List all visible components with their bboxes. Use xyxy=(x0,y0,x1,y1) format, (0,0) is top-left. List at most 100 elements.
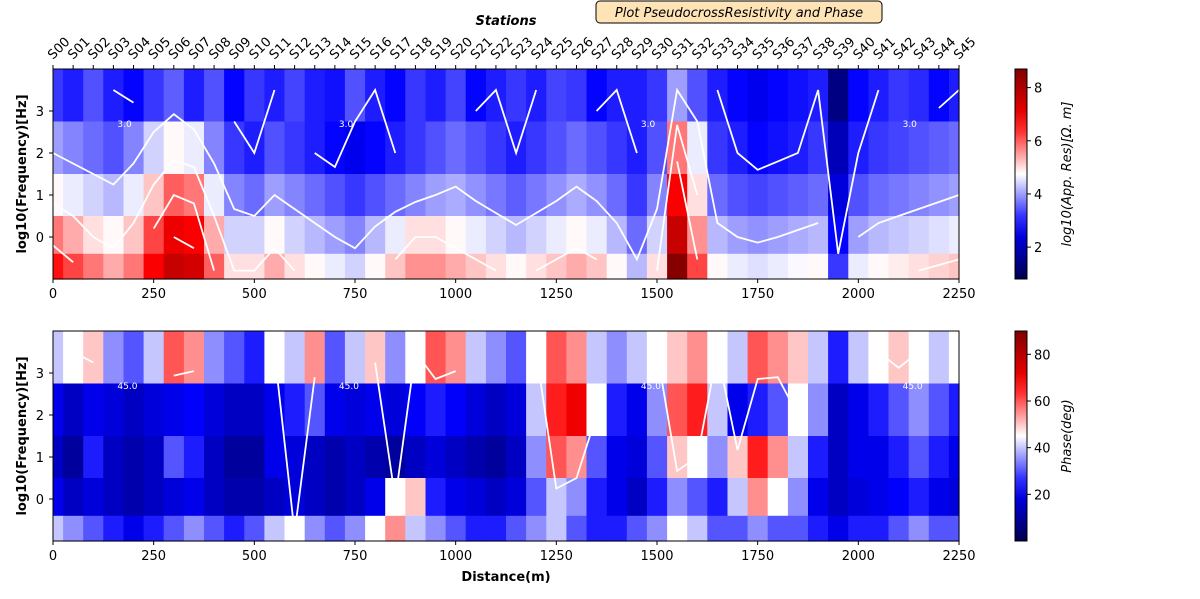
phase-cell xyxy=(83,478,104,517)
phase-cell xyxy=(506,436,527,479)
resistivity-cell xyxy=(687,216,708,255)
resistivity-cell xyxy=(244,253,265,280)
resistivity-cell xyxy=(284,216,306,255)
phase-panel: 45.0 45.0 45.0 45.0 0 250 500 750 1000 1250 1500 1… xyxy=(15,330,1075,585)
resistivity-cell xyxy=(747,121,769,175)
resistivity-cell xyxy=(908,121,930,175)
phase-cell xyxy=(63,515,84,542)
phase-cell xyxy=(546,478,567,517)
resistivity-y-tick-label: 2 xyxy=(36,147,44,162)
phase-contour-line xyxy=(374,349,457,500)
phase-colorbar-tick-label: 80 xyxy=(1034,348,1051,363)
phase-cell xyxy=(344,436,366,479)
resistivity-contour-line xyxy=(394,236,497,272)
resistivity-cell xyxy=(204,121,225,175)
resistivity-contour-line xyxy=(918,258,960,272)
resistivity-cell xyxy=(123,69,145,123)
resistivity-cell xyxy=(546,121,567,175)
resistivity-cell xyxy=(204,216,225,255)
title-badge: Plot PseudocrossResistivity and Phase xyxy=(595,0,883,24)
phase-cell xyxy=(83,436,104,479)
resistivity-cell xyxy=(264,253,286,280)
resistivity-cell xyxy=(506,69,527,123)
phase-cell xyxy=(506,478,527,517)
resistivity-cell xyxy=(908,174,930,217)
phase-cell xyxy=(425,515,447,542)
resistivity-cell xyxy=(244,216,265,255)
resistivity-cell xyxy=(224,174,245,217)
phase-cell xyxy=(63,436,84,479)
resistivity-cell xyxy=(828,174,849,217)
resistivity-cell xyxy=(767,121,789,175)
resistivity-cell xyxy=(526,69,547,123)
resistivity-cell xyxy=(183,121,205,175)
resistivity-cell xyxy=(53,253,64,280)
resistivity-cell xyxy=(848,253,869,280)
resistivity-x-tick-label: 1250 xyxy=(540,287,573,302)
phase-colorbar-tick-label: 60 xyxy=(1034,395,1051,410)
phase-cell xyxy=(53,436,64,479)
resistivity-cell xyxy=(324,253,346,280)
resistivity-contour-line xyxy=(857,194,960,238)
resistivity-cell xyxy=(928,216,950,255)
phase-cell xyxy=(53,331,64,385)
phase-cell xyxy=(606,331,628,385)
phase-y-axis: 0 1 2 3 xyxy=(36,367,53,508)
phase-cell xyxy=(687,478,708,517)
resistivity-cell xyxy=(526,253,547,280)
resistivity-cell xyxy=(123,216,145,255)
resistivity-cell xyxy=(143,121,165,175)
resistivity-cell xyxy=(687,69,708,123)
resistivity-cell xyxy=(264,121,286,175)
resistivity-cell xyxy=(385,69,406,123)
phase-cell xyxy=(344,383,366,437)
resistivity-cell xyxy=(284,69,306,123)
resistivity-cell xyxy=(83,216,104,255)
phase-cell xyxy=(485,436,507,479)
resistivity-cell xyxy=(264,216,286,255)
resistivity-cell xyxy=(445,174,467,217)
phase-cell xyxy=(163,515,185,542)
phase-cell xyxy=(445,383,467,437)
phase-colorbar-label: Phase(deg) xyxy=(1060,399,1075,472)
resistivity-cell xyxy=(586,216,608,255)
resistivity-cell xyxy=(868,121,890,175)
resistivity-cell xyxy=(183,69,205,123)
resistivity-cell xyxy=(546,216,567,255)
phase-cell xyxy=(365,515,386,542)
phase-cell xyxy=(787,383,809,437)
phase-cell xyxy=(767,515,789,542)
resistivity-cell xyxy=(385,174,406,217)
phase-cell xyxy=(485,383,507,437)
phase-x-tick-label: 1250 xyxy=(540,549,573,564)
phase-cell xyxy=(425,331,447,385)
resistivity-contour-line xyxy=(52,158,296,272)
resistivity-cell xyxy=(948,69,960,123)
resistivity-cell xyxy=(606,174,628,217)
resistivity-x-tick-label: 500 xyxy=(242,287,267,302)
phase-colorbar xyxy=(1014,330,1028,542)
phase-cell xyxy=(787,478,809,517)
phase-cell xyxy=(204,436,225,479)
phase-cell xyxy=(727,331,749,385)
phase-cell xyxy=(586,515,608,542)
phase-cell xyxy=(868,436,890,479)
phase-cell xyxy=(727,478,749,517)
resistivity-colorbar-tick-label: 8 xyxy=(1034,82,1042,97)
phase-cell xyxy=(848,436,869,479)
phase-cell xyxy=(546,331,567,385)
phase-cell xyxy=(646,478,668,517)
phase-cell xyxy=(284,436,306,479)
phase-cell xyxy=(687,383,708,437)
phase-cell xyxy=(888,478,910,517)
phase-cell xyxy=(83,331,104,385)
phase-cell xyxy=(163,383,185,437)
resistivity-cell xyxy=(304,69,326,123)
resistivity-cell xyxy=(546,69,567,123)
resistivity-cell xyxy=(304,174,326,217)
resistivity-cell xyxy=(828,253,849,280)
resistivity-cell xyxy=(224,69,245,123)
phase-colorbar-tick-label: 40 xyxy=(1034,442,1051,457)
phase-cell xyxy=(626,478,648,517)
phase-cell xyxy=(485,331,507,385)
